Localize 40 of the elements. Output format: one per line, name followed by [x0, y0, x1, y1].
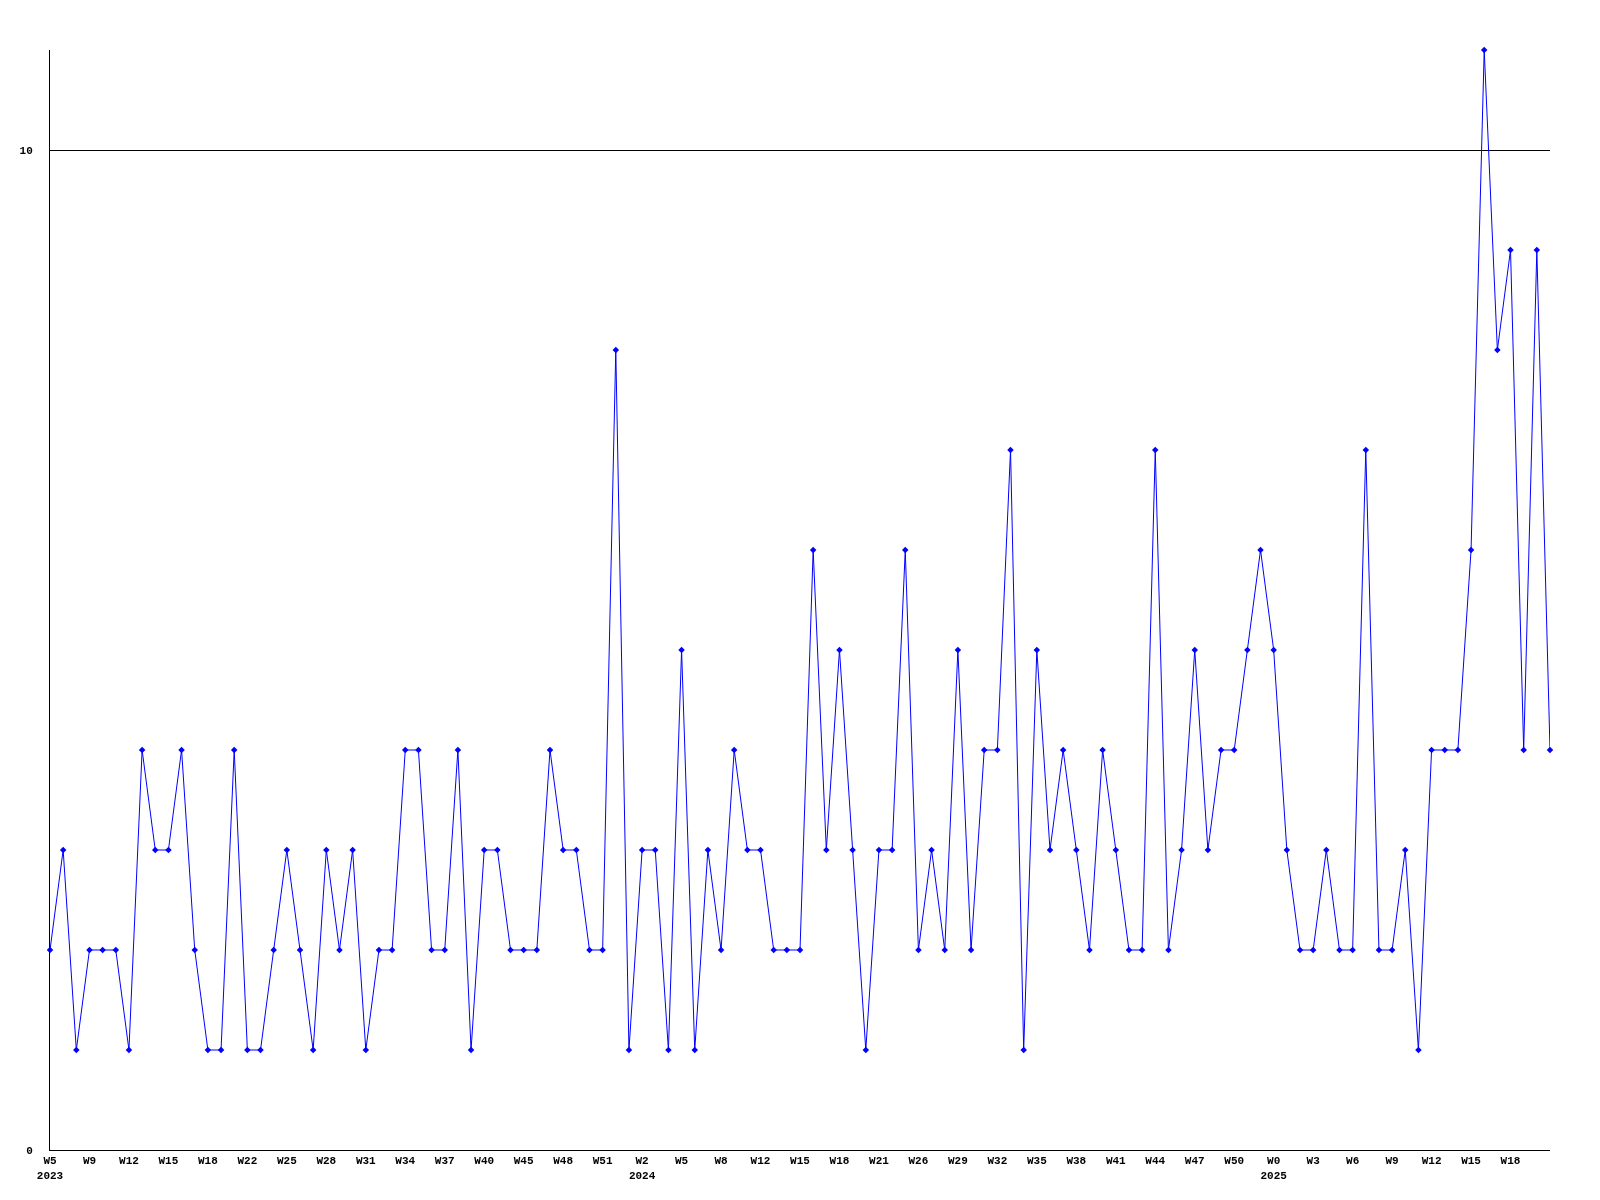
x-tick-label: W12	[1421, 1155, 1442, 1168]
x-tick-label: W9	[82, 1155, 97, 1168]
x-tick-label: W45	[513, 1155, 534, 1168]
x-tick-label: W6	[1346, 1155, 1360, 1168]
x-tick-label: W28	[316, 1155, 337, 1168]
x-tick-label: W31	[355, 1155, 377, 1168]
x-tick-label: W34	[395, 1155, 416, 1168]
x-tick-label: W37	[434, 1155, 455, 1168]
x-tick-label: W21	[869, 1155, 890, 1168]
x-tick-label: W48	[553, 1155, 574, 1168]
x-tick-label: W35	[1026, 1155, 1048, 1168]
x-tick-label: W9	[1385, 1155, 1399, 1168]
x-tick-label: W51	[592, 1155, 613, 1168]
x-tick-label: W0 2025	[1260, 1155, 1288, 1182]
x-tick-label: W40	[474, 1155, 495, 1168]
x-tick-label: W15	[158, 1155, 179, 1168]
x-tick-label: W50	[1224, 1155, 1245, 1168]
x-tick-label: W29	[947, 1155, 968, 1168]
x-tick-label: W25	[276, 1155, 298, 1168]
x-tick-label: W15	[1461, 1155, 1482, 1168]
x-tick-label: W18	[197, 1155, 219, 1168]
y-tick-label: 10	[19, 144, 33, 157]
x-tick-label: W26	[908, 1155, 929, 1168]
x-tick-label: W22	[237, 1155, 258, 1168]
x-tick-label: W41	[1105, 1155, 1127, 1168]
x-tick-label: W32	[987, 1155, 1008, 1168]
x-tick-label: W47	[1184, 1155, 1205, 1168]
y-tick-label: 0	[26, 1144, 33, 1157]
x-tick-label: W12	[119, 1155, 139, 1168]
x-tick-label: W8	[714, 1155, 729, 1168]
x-tick-label: W12	[750, 1155, 771, 1168]
x-tick-label: W18	[829, 1155, 850, 1168]
x-tick-label: W15	[790, 1155, 811, 1168]
x-tick-label: W5	[674, 1155, 689, 1168]
x-tick-label: W18	[1500, 1155, 1521, 1168]
x-tick-label: W44	[1145, 1155, 1166, 1168]
x-tick-label: W2 2024	[628, 1155, 656, 1182]
x-tick-label: W5 2023	[36, 1155, 64, 1182]
x-tick-label: W3	[1306, 1155, 1321, 1168]
x-tick-label: W38	[1066, 1155, 1087, 1168]
